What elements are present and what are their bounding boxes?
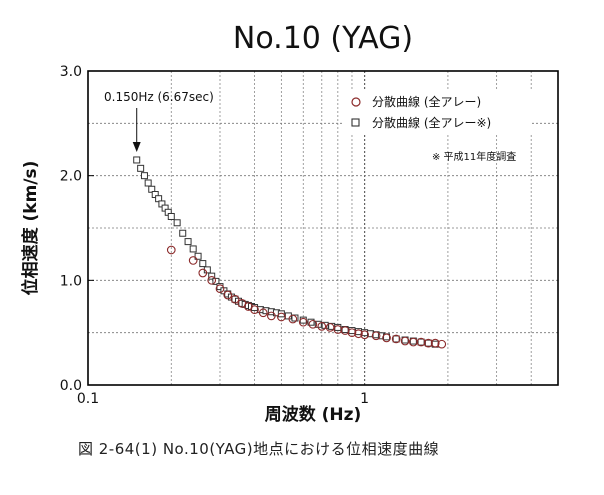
- data-point-square: [184, 238, 192, 246]
- data-point-circle: [277, 312, 286, 322]
- data-point-circle: [308, 319, 318, 329]
- legend-survey-note: ※ 平成11年度調査: [432, 150, 516, 163]
- y-axis-label: 位相速度 (km/s): [20, 161, 41, 296]
- data-point-circle: [400, 336, 410, 346]
- data-point-circle: [430, 338, 440, 348]
- data-point-square: [392, 335, 400, 343]
- data-point-circle: [424, 338, 433, 348]
- y-tick-label: 3.0: [60, 64, 82, 80]
- legend-box: [342, 90, 532, 134]
- legend: 分散曲線 (全アレー) 分散曲線 (全アレー※) ※ 平成11年度調査: [342, 90, 532, 163]
- y-tick-label: 0.0: [60, 378, 82, 394]
- plot-frame: [87, 70, 559, 386]
- frequency-annotation: 0.150Hz (6.67sec): [104, 90, 214, 152]
- data-point-circle: [391, 334, 401, 344]
- x-tick-label: 1: [360, 391, 369, 407]
- data-point-circle: [215, 284, 225, 294]
- y-tick-label: 2.0: [60, 169, 82, 185]
- data-point-circle: [166, 245, 176, 255]
- data-point-circle: [371, 331, 381, 341]
- data-point-circle: [437, 339, 447, 349]
- annotation-label: 0.150Hz (6.67sec): [104, 90, 214, 104]
- data-point-square: [173, 219, 181, 227]
- data-point-circle: [188, 256, 198, 265]
- data-point-square: [189, 245, 197, 253]
- legend-marker-circle: [351, 97, 361, 107]
- data-point-square: [307, 318, 315, 326]
- data-point-square: [199, 260, 207, 268]
- data-point-square: [140, 172, 148, 180]
- data-point-circle: [325, 323, 335, 332]
- data-point-circle: [230, 294, 240, 304]
- data-point-circle: [317, 322, 327, 331]
- data-point-circle: [288, 314, 298, 324]
- data-point-circle: [347, 328, 357, 338]
- data-point-square: [291, 314, 299, 322]
- legend-marker-square: [351, 118, 360, 127]
- data-point-square: [417, 338, 425, 346]
- figure-caption: 図 2-64(1) No.10(YAG)地点における位相速度曲線: [78, 440, 440, 458]
- axis-ticks: 0.0 1.0 2.0 3.0 0.1 1: [60, 64, 369, 407]
- data-point-square: [424, 339, 432, 347]
- data-point-circle: [266, 311, 276, 321]
- data-point-circle: [360, 330, 369, 340]
- data-series: [133, 156, 447, 349]
- data-point-circle: [354, 329, 363, 339]
- data-point-square: [167, 212, 175, 220]
- data-point-square: [137, 164, 145, 172]
- legend-label-full-array-note: 分散曲線 (全アレー※): [372, 115, 491, 130]
- data-point-circle: [258, 308, 268, 318]
- data-point-circle: [382, 333, 391, 343]
- data-point-circle: [250, 305, 259, 314]
- data-point-square: [194, 252, 202, 260]
- data-point-square: [144, 179, 152, 187]
- data-point-circle: [298, 317, 308, 327]
- x-axis-label: 周波数 (Hz): [265, 404, 362, 425]
- data-point-square: [179, 229, 187, 237]
- chart-title: No.10 (YAG): [233, 21, 413, 56]
- data-point-circle: [198, 268, 208, 278]
- y-tick-label: 1.0: [60, 273, 82, 289]
- data-point-square: [133, 156, 141, 164]
- legend-label-full-array: 分散曲線 (全アレー): [372, 94, 481, 109]
- data-point-circle: [207, 275, 217, 285]
- x-tick-label: 0.1: [77, 391, 99, 407]
- annotation-arrow-head: [132, 141, 141, 152]
- data-point-circle: [223, 290, 233, 300]
